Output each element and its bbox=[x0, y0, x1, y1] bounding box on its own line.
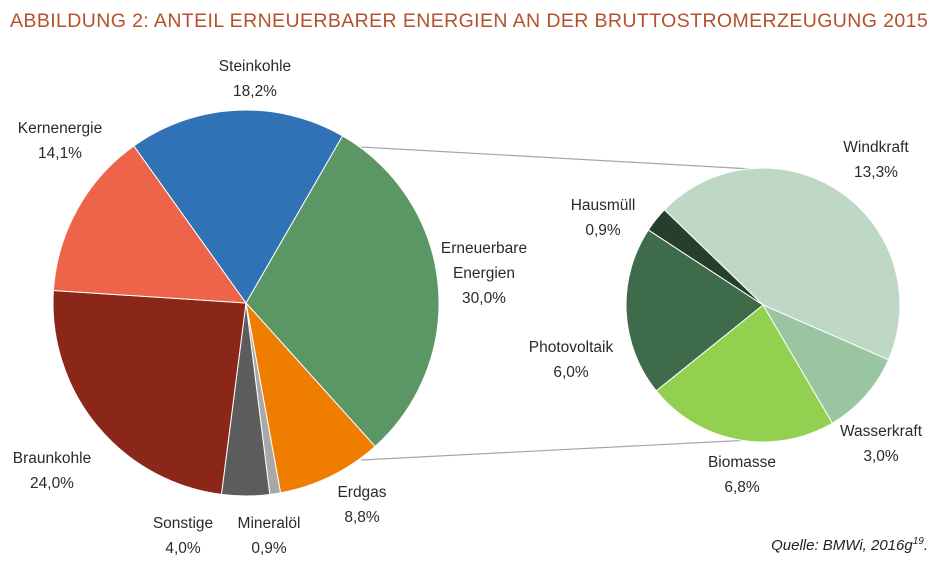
label-braunkohle: Braunkohle 24,0% bbox=[13, 450, 91, 492]
label-value: 13,3% bbox=[854, 164, 898, 181]
label-name: Steinkohle bbox=[219, 58, 291, 75]
slice-photovoltaik bbox=[625, 229, 764, 392]
label-value: 24,0% bbox=[30, 475, 74, 492]
slice-labels: Erneuerbare Energien 30,0% Erdgas 8,8% Minera… bbox=[13, 58, 923, 557]
label-windkraft: Windkraft 13,3% bbox=[843, 139, 909, 181]
label-name: Braunkohle bbox=[13, 450, 91, 467]
source-note: Quelle: BMWi, 2016g19. bbox=[771, 536, 928, 554]
main-pie bbox=[52, 109, 440, 497]
slice-wasserkraft bbox=[761, 303, 890, 424]
slice-windkraft bbox=[663, 167, 901, 361]
label-erdgas: Erdgas 8,8% bbox=[337, 484, 386, 526]
source-footnote-number: 19 bbox=[912, 536, 924, 547]
label-wasserkraft: Wasserkraft 3,0% bbox=[840, 423, 923, 465]
label-name: Hausmüll bbox=[571, 197, 636, 214]
label-name: Sonstige bbox=[153, 515, 213, 532]
label-erneuerbare-energien: Erneuerbare Energien 30,0% bbox=[441, 240, 527, 307]
slice-kernenergie bbox=[52, 145, 248, 304]
label-sonstige: Sonstige 4,0% bbox=[153, 515, 213, 557]
label-photovoltaik: Photovoltaik 6,0% bbox=[529, 339, 614, 381]
label-value: 6,8% bbox=[724, 479, 760, 496]
label-name: Kernenergie bbox=[18, 120, 102, 137]
slice-erdgas bbox=[245, 301, 376, 494]
label-name: Photovoltaik bbox=[529, 339, 614, 356]
label-name: Erneuerbare bbox=[441, 240, 527, 257]
slice-hausmuell bbox=[647, 209, 764, 306]
label-name: Erdgas bbox=[337, 484, 386, 501]
label-hausmuell: Hausmüll 0,9% bbox=[571, 197, 636, 239]
label-value: 18,2% bbox=[233, 83, 277, 100]
slice-biomasse bbox=[655, 304, 834, 443]
label-name: Wasserkraft bbox=[840, 423, 923, 440]
label-steinkohle: Steinkohle 18,2% bbox=[219, 58, 291, 100]
label-value: 4,0% bbox=[165, 540, 201, 557]
label-biomasse: Biomasse 6,8% bbox=[708, 454, 776, 496]
label-value: 3,0% bbox=[863, 448, 899, 465]
label-value: 8,8% bbox=[344, 509, 380, 526]
source-suffix: . bbox=[923, 537, 928, 554]
label-value: 30,0% bbox=[462, 290, 506, 307]
label-value: 0,9% bbox=[585, 222, 621, 239]
label-value: 14,1% bbox=[38, 145, 82, 162]
label-mineraloel: Mineralöl 0,9% bbox=[238, 515, 301, 557]
slice-steinkohle bbox=[133, 109, 344, 304]
label-kernenergie: Kernenergie 14,1% bbox=[18, 120, 102, 162]
slice-braunkohle bbox=[52, 289, 247, 495]
source-text: Quelle: BMWi, 2016g bbox=[771, 537, 913, 554]
connector-line-bottom bbox=[360, 437, 791, 461]
label-name: Windkraft bbox=[843, 139, 909, 156]
renewables-pie bbox=[625, 167, 901, 443]
connector-lines bbox=[360, 146, 791, 461]
connector-line-top bbox=[360, 146, 771, 171]
label-name: Energien bbox=[453, 265, 515, 282]
slice-erneuerbare-energien bbox=[245, 135, 440, 448]
label-value: 0,9% bbox=[251, 540, 287, 557]
chart-title: ABBILDUNG 2: ANTEIL ERNEUERBARER ENERGIE… bbox=[10, 10, 929, 32]
label-name: Mineralöl bbox=[238, 515, 301, 532]
label-value: 6,0% bbox=[553, 364, 589, 381]
label-name: Biomasse bbox=[708, 454, 776, 471]
